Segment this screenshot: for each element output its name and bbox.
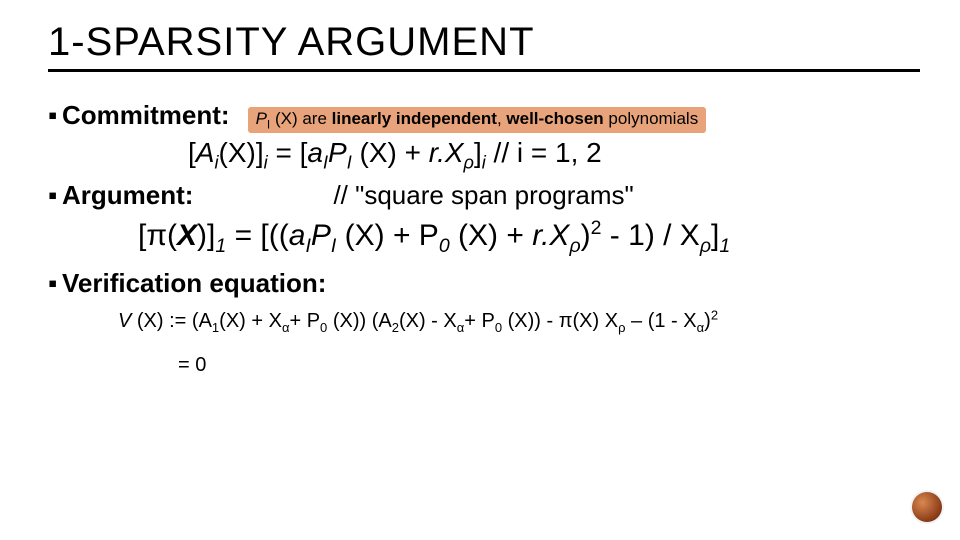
verification-formula-2: = 0: [48, 349, 920, 381]
callout-suffix: polynomials: [604, 109, 699, 128]
aeq-1: 1: [215, 235, 226, 257]
callout-P: P: [256, 109, 267, 128]
commitment-formula: [Ai(X)]i = [aIPI (X) + r.Xρ]i // i = 1, …: [48, 137, 920, 174]
veq-p6: (X)) - π(X) X: [502, 310, 618, 332]
argument-formula: [π(X)]1 = [((aIPI (X) + P0 (X) + r.Xρ)2 …: [48, 217, 920, 258]
veq-p2: + P: [289, 310, 320, 332]
aeq-X: X: [177, 219, 197, 252]
ceq-close: ]: [474, 137, 482, 168]
verification-row: ▪ Verification equation:: [48, 268, 920, 299]
verification-formula-1: V (X) := (A1(X) + Xα+ P0 (X)) (A2(X) - X…: [48, 305, 920, 339]
ceq-a: a: [307, 137, 323, 168]
ceq-rho: ρ: [464, 153, 474, 173]
callout-mid2: ,: [497, 109, 506, 128]
aeq-eq: = [((: [226, 219, 289, 252]
veq-a3: α: [697, 320, 705, 335]
aeq-rho2: ρ: [700, 235, 711, 257]
ceq-P: P: [328, 137, 347, 168]
aeq-open: [π(: [138, 219, 177, 252]
bullet-icon: ▪: [48, 180, 62, 211]
argument-row: ▪ Argument: // "square span programs": [48, 180, 920, 211]
aeq-P: P: [311, 219, 331, 252]
aeq-close1: 1: [719, 235, 730, 257]
argument-label: Argument:: [62, 180, 193, 211]
aeq-mid3: ): [581, 219, 591, 252]
ceq-r: r.X: [429, 137, 464, 168]
ceq-eq: = [: [268, 137, 308, 168]
aeq-a: a: [289, 219, 306, 252]
callout-box: PI (X) are linearly independent, well-ch…: [248, 107, 707, 133]
callout-bold1: linearly independent: [332, 109, 497, 128]
veq-s2: 2: [392, 320, 399, 335]
callout-bold2: well-chosen: [506, 109, 603, 128]
slide-title: 1-SPARSITY ARGUMENT: [48, 20, 920, 65]
argument-comment: // "square span programs": [333, 180, 633, 211]
ceq-A: A: [196, 137, 215, 168]
bullet-icon: ▪: [48, 268, 62, 299]
veq-open: (X) := (A: [131, 310, 212, 332]
aeq-zero1: 0: [439, 235, 450, 257]
corner-badge-icon: [912, 492, 942, 522]
ceq-comment: // i = 1, 2: [486, 137, 602, 168]
veq-p1: (X) + X: [219, 310, 282, 332]
aeq-mid1: (X) + P: [336, 219, 439, 252]
ceq-PX: (X) +: [352, 137, 429, 168]
veq-p4: (X) - X: [399, 310, 457, 332]
veq-p7: – (1 - X: [625, 310, 696, 332]
aeq-close: )]: [197, 219, 215, 252]
aeq-r: r.X: [532, 219, 569, 252]
verification-label: Verification equation:: [62, 268, 326, 299]
veq-p3: (X)) (A: [327, 310, 391, 332]
veq-V: V: [118, 310, 131, 332]
veq-z2: 0: [495, 320, 502, 335]
aeq-mid4: - 1) / X: [601, 219, 699, 252]
aeq-mid2: (X) +: [450, 219, 533, 252]
veq-p5: + P: [464, 310, 495, 332]
veq-p8: ): [704, 310, 711, 332]
slide: 1-SPARSITY ARGUMENT ▪ Commitment: PI (X)…: [0, 0, 960, 540]
ceq-open: [: [188, 137, 196, 168]
callout-mid: (X) are: [270, 109, 331, 128]
aeq-sq: 2: [591, 217, 602, 239]
veq-sq: 2: [711, 307, 718, 322]
aeq-rho1: ρ: [569, 235, 580, 257]
bullet-icon: ▪: [48, 100, 62, 131]
commitment-row: ▪ Commitment: PI (X) are linearly indepe…: [48, 100, 920, 133]
commitment-label: Commitment:: [62, 100, 230, 131]
title-underline: [48, 69, 920, 72]
ceq-X: (X)]: [219, 137, 264, 168]
